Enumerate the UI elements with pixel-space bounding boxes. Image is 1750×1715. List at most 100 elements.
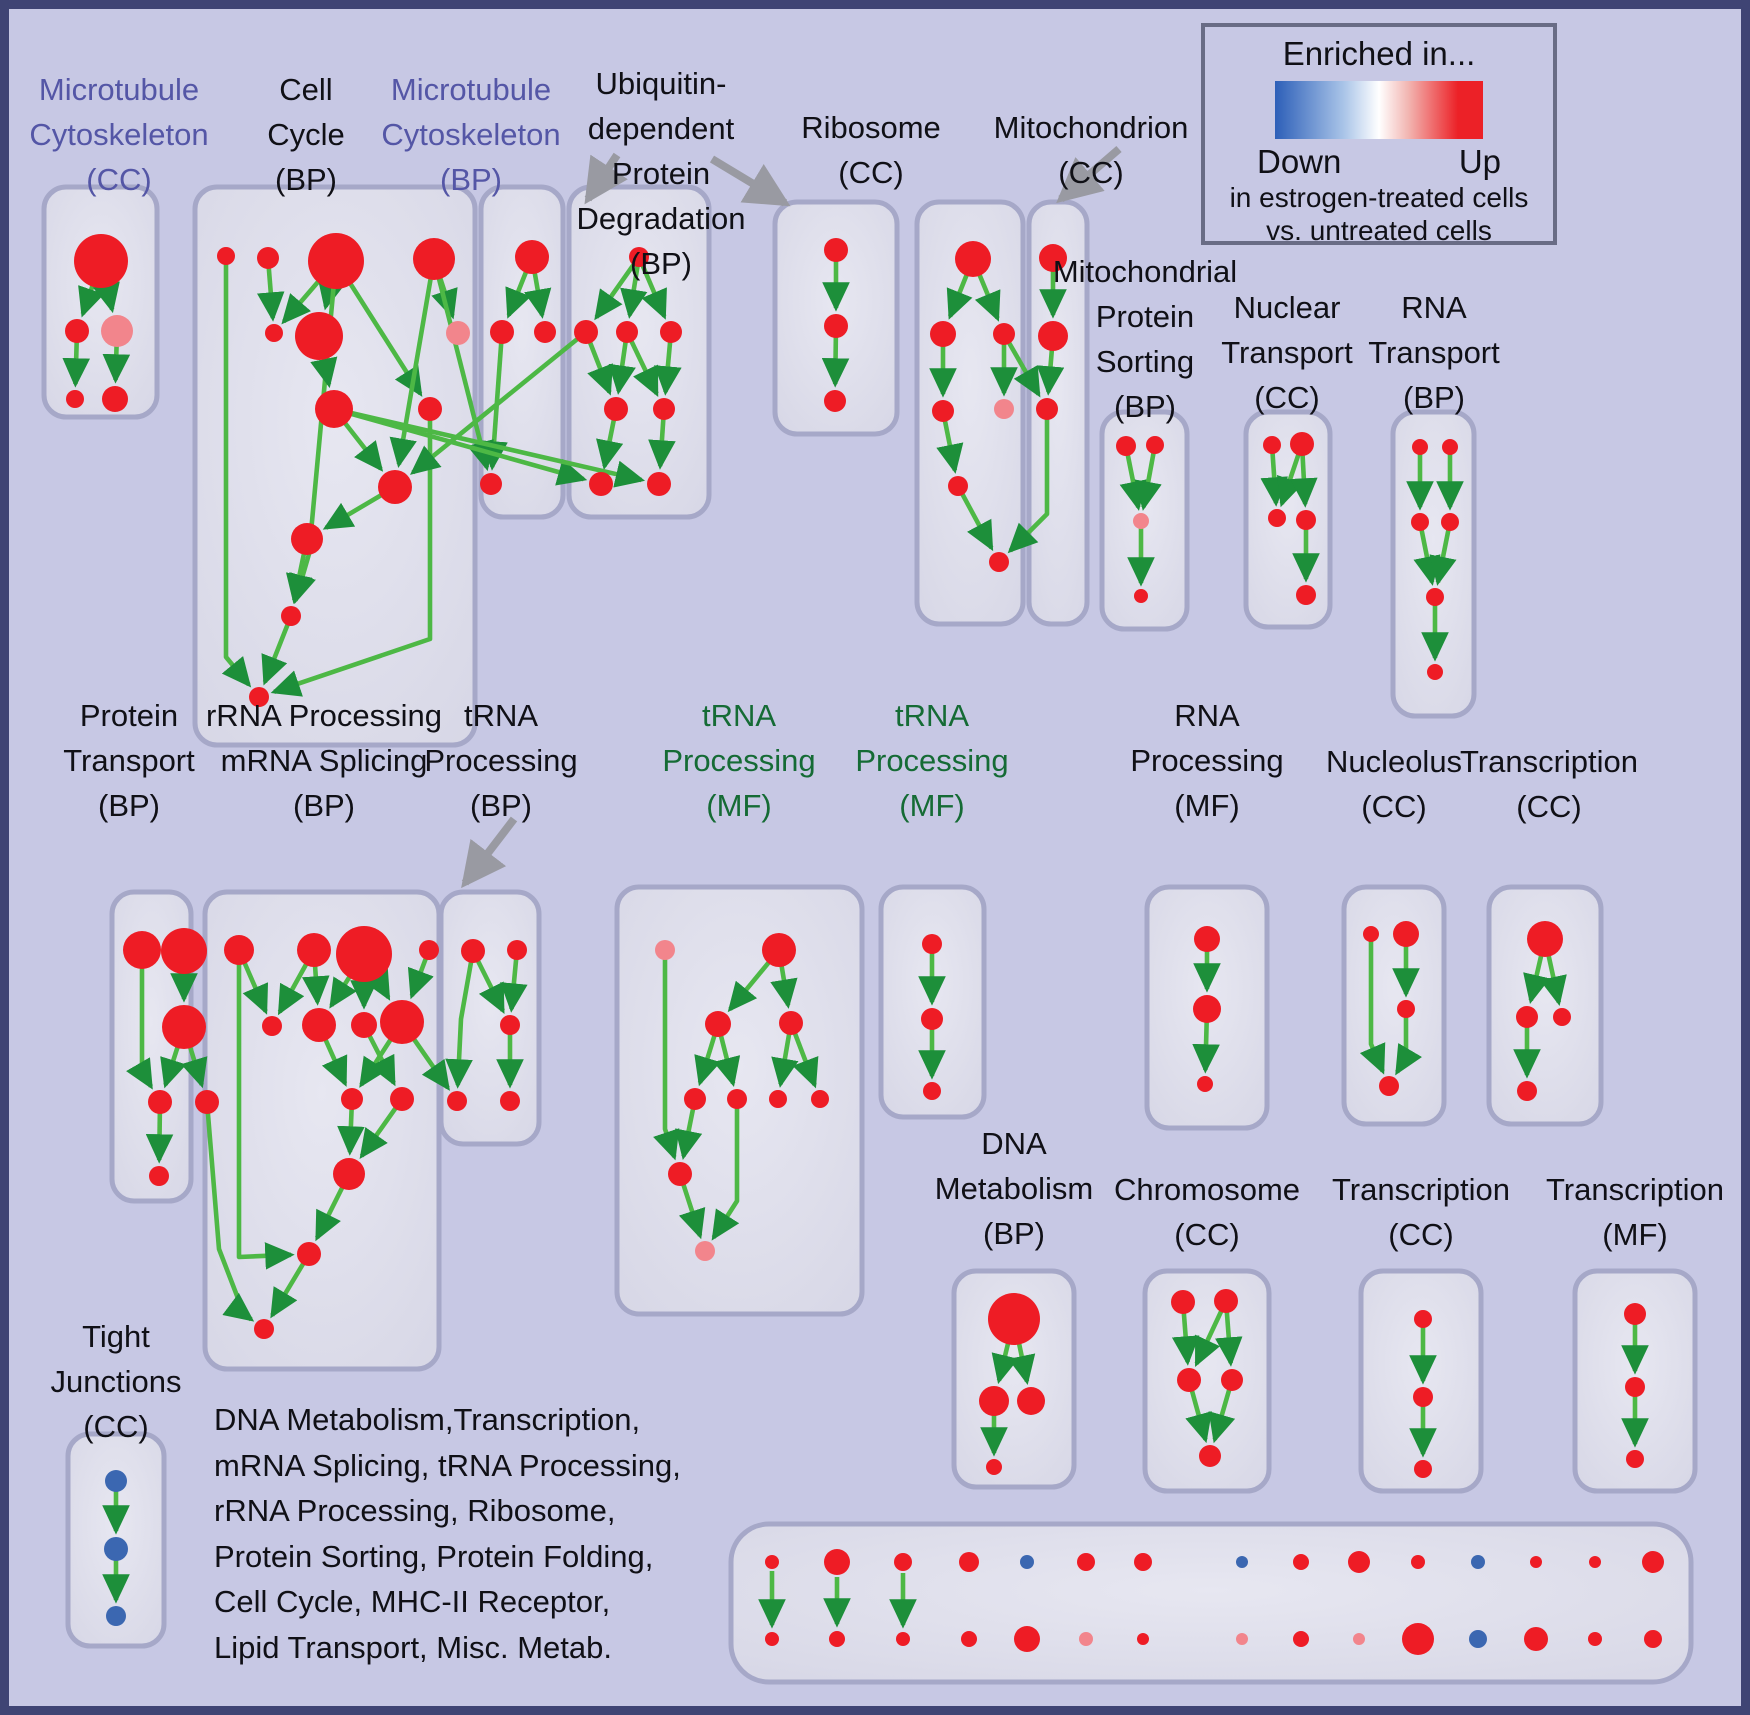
go-term-node-strip-12-top <box>1471 1555 1485 1569</box>
go-term-node-W2 <box>1038 321 1068 351</box>
edge-C1-C13 <box>221 256 252 688</box>
go-term-node-Q5 <box>1426 588 1444 606</box>
edge-UA-C10 <box>410 330 588 475</box>
go-term-node-UG <box>647 472 671 496</box>
go-term-node-A3 <box>101 315 133 347</box>
go-term-node-E3 <box>1177 1368 1201 1392</box>
go-term-node-D2 <box>979 1386 1009 1416</box>
go-term-node-R4 <box>932 400 954 422</box>
go-term-node-G4 <box>419 940 439 960</box>
edge-C8-UG <box>333 406 646 488</box>
go-term-node-TJ3 <box>106 1606 126 1626</box>
go-term-node-C8 <box>315 390 353 428</box>
go-term-node-H4 <box>447 1091 467 1111</box>
go-term-node-P2 <box>161 928 207 974</box>
misc-clusters-text: DNA Metabolism,Transcription, mRNA Splic… <box>214 1402 681 1665</box>
edge-P1-P4 <box>126 950 153 1090</box>
edge-C9-C13 <box>270 409 433 697</box>
go-term-node-C2 <box>257 247 279 269</box>
go-term-node-G5 <box>195 1090 219 1114</box>
go-term-node-TJ2 <box>104 1537 128 1561</box>
edge-Y1-Y4 <box>1359 934 1386 1075</box>
label-pointer-arrow-2 <box>709 155 791 207</box>
go-term-node-UA <box>574 320 598 344</box>
go-term-node-A2 <box>65 319 89 343</box>
go-term-node-X2 <box>1193 995 1221 1023</box>
go-term-node-K0 <box>655 940 675 960</box>
go-term-node-strip-8-top <box>1236 1556 1248 1568</box>
go-term-node-D3 <box>1017 1387 1045 1415</box>
go-term-node-UB <box>616 321 638 343</box>
go-term-node-M2 <box>490 320 514 344</box>
legend-subtitle-2: vs. untreated cells <box>1266 215 1492 246</box>
go-term-node-strip-5-top <box>1020 1555 1034 1569</box>
go-term-node-R6 <box>948 476 968 496</box>
edge-R6-R7 <box>955 484 994 552</box>
go-term-node-X1 <box>1194 926 1220 952</box>
edge-UB-UE <box>624 331 659 397</box>
go-term-node-strip-9-bottom <box>1293 1631 1309 1647</box>
go-term-node-V1 <box>824 238 848 262</box>
cluster-box-mt-cc <box>41 184 160 420</box>
go-term-node-S3 <box>1133 513 1149 529</box>
go-term-node-E4 <box>1221 1369 1243 1391</box>
label-pointer-arrow-1 <box>584 152 628 205</box>
legend-subtitle-1: in estrogen-treated cells <box>1229 182 1529 213</box>
go-term-node-T4 <box>1296 510 1316 530</box>
go-term-node-strip-3-top <box>894 1553 912 1571</box>
go-term-node-T3 <box>1268 509 1286 527</box>
label-pointer-arrow-4 <box>461 816 518 889</box>
go-term-node-Y2 <box>1393 921 1419 947</box>
go-term-node-Y3 <box>1397 1000 1415 1018</box>
go-term-node-strip-7-top <box>1134 1553 1152 1571</box>
go-term-node-UD <box>604 397 628 421</box>
go-term-node-G2 <box>297 933 331 967</box>
go-term-node-H3 <box>500 1015 520 1035</box>
go-term-node-P5 <box>149 1166 169 1186</box>
go-term-node-E2 <box>1214 1289 1238 1313</box>
go-term-node-UC <box>660 321 682 343</box>
legend-up-label: Up <box>1458 143 1501 180</box>
go-term-node-KB <box>727 1089 747 1109</box>
legend-box: Enriched in... Down Up in estrogen-treat… <box>1201 23 1557 246</box>
go-term-node-C13 <box>249 687 269 707</box>
go-term-node-G8 <box>351 1012 377 1038</box>
go-term-node-W1 <box>1039 244 1067 272</box>
go-term-node-R1 <box>955 241 991 277</box>
go-term-node-Y4 <box>1379 1076 1399 1096</box>
go-term-node-P3 <box>162 1005 206 1049</box>
go-term-node-L1 <box>922 934 942 954</box>
go-term-node-T5 <box>1296 585 1316 605</box>
go-term-node-C4 <box>413 238 455 280</box>
edge-H1-H4 <box>445 950 476 1089</box>
go-term-node-Y1 <box>1363 926 1379 942</box>
go-term-node-Q6 <box>1427 664 1443 680</box>
go-term-node-Q2 <box>1442 439 1458 455</box>
go-term-node-strip-2-bottom <box>829 1631 845 1647</box>
go-term-node-V3 <box>824 390 846 412</box>
go-term-node-M3 <box>534 321 556 343</box>
go-term-node-strip-15-top <box>1642 1551 1664 1573</box>
go-term-node-G6 <box>262 1016 282 1036</box>
edge-T1-T3 <box>1260 444 1288 507</box>
go-term-node-strip-6-bottom <box>1079 1632 1093 1646</box>
go-term-node-KC <box>769 1090 787 1108</box>
go-term-node-strip-7-bottom <box>1137 1633 1149 1645</box>
go-term-node-R3 <box>993 323 1015 345</box>
go-term-node-G3 <box>336 926 392 982</box>
go-term-node-G11 <box>390 1087 414 1111</box>
go-term-node-strip-4-bottom <box>961 1631 977 1647</box>
edge-KB-K5 <box>711 1099 740 1241</box>
go-term-node-T2 <box>1290 432 1314 456</box>
go-term-node-K3 <box>779 1011 803 1035</box>
go-term-node-E5 <box>1199 1445 1221 1467</box>
go-term-node-P1 <box>123 931 161 969</box>
go-term-node-strip-11-bottom <box>1402 1623 1434 1655</box>
edge-Y3-Y4 <box>1395 1009 1423 1076</box>
go-term-node-S4 <box>1134 589 1148 603</box>
go-term-node-UF <box>589 472 613 496</box>
go-term-node-strip-13-bottom <box>1524 1627 1548 1651</box>
go-term-node-L2 <box>921 1008 943 1030</box>
network-canvas <box>41 145 1698 1685</box>
